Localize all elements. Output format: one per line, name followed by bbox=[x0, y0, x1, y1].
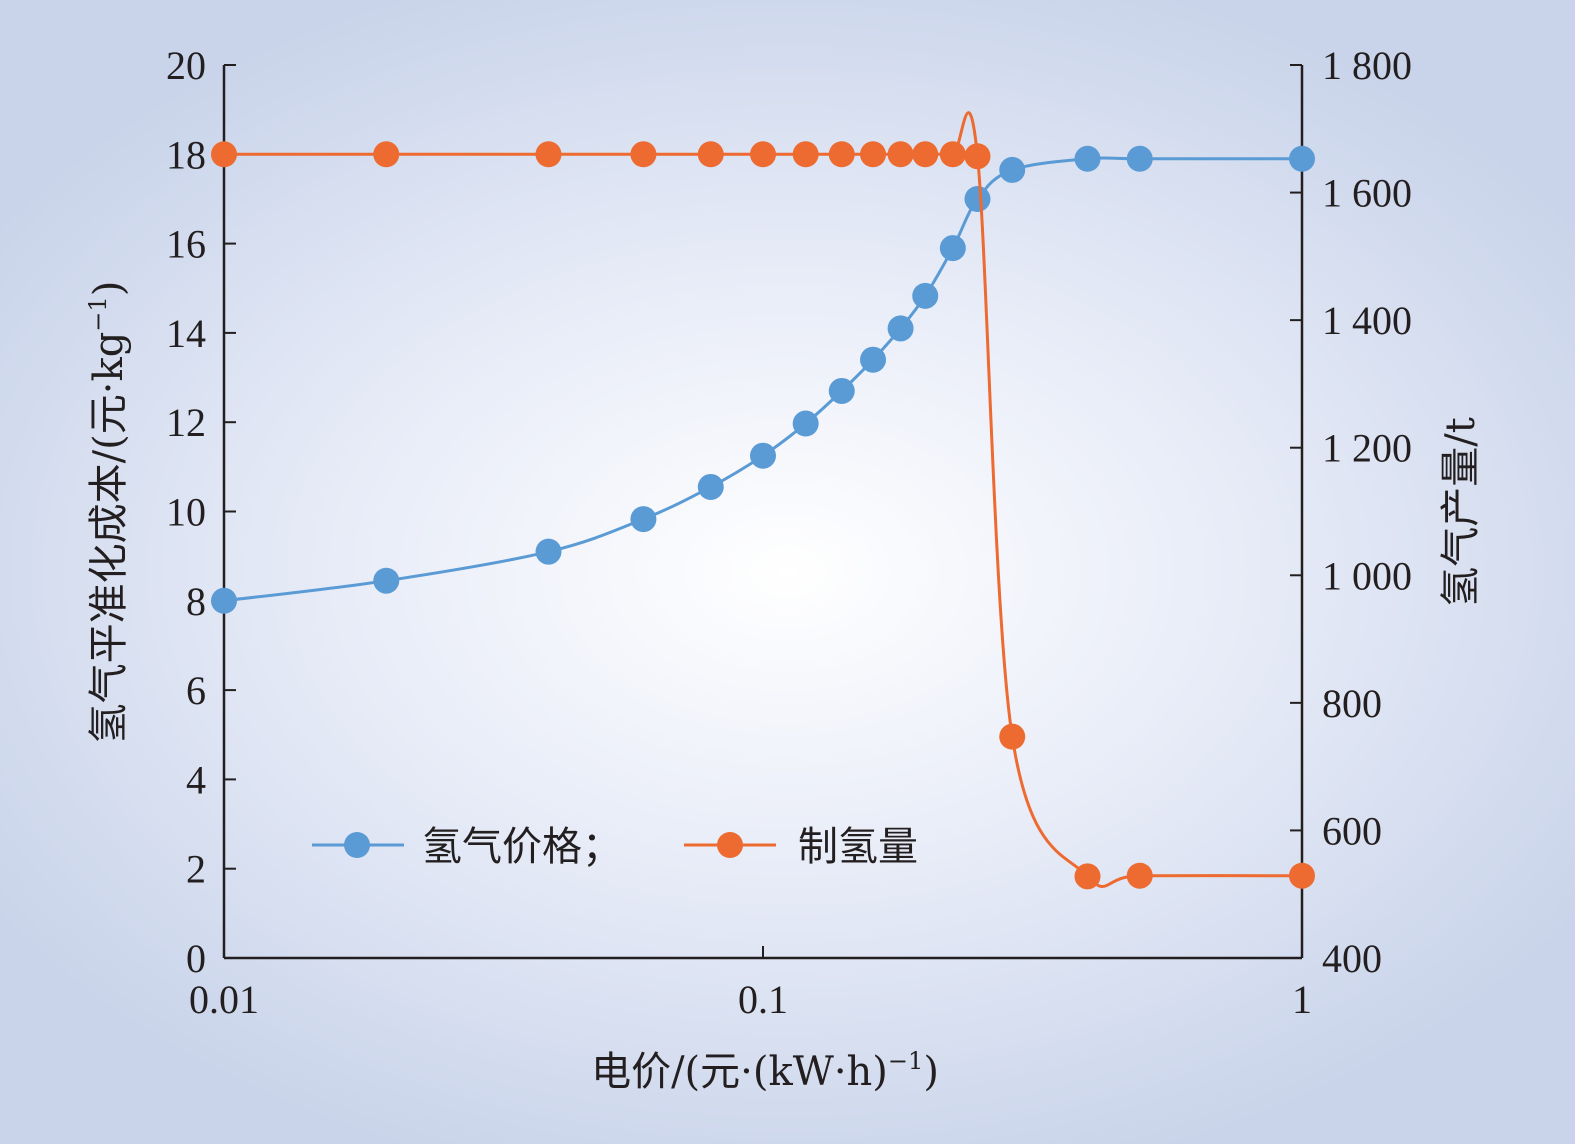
data-point-price bbox=[1126, 145, 1153, 172]
data-point-production bbox=[999, 723, 1026, 750]
left-y-tick-label: 18 bbox=[166, 132, 206, 177]
data-point-production bbox=[750, 141, 776, 168]
data-point-production bbox=[1074, 863, 1101, 890]
data-point-production bbox=[964, 143, 991, 170]
data-point-production bbox=[211, 141, 237, 168]
left-y-tick-label: 14 bbox=[166, 311, 206, 356]
data-point-price bbox=[1074, 145, 1101, 172]
data-point-price bbox=[630, 506, 657, 533]
left-y-tick-label: 20 bbox=[166, 43, 206, 88]
legend-marker-price bbox=[344, 832, 370, 858]
x-tick-label: 0.01 bbox=[189, 977, 259, 1022]
right-y-tick-label: 1 400 bbox=[1322, 298, 1412, 343]
data-point-price bbox=[750, 442, 776, 469]
right-y-tick-label: 1 000 bbox=[1322, 553, 1412, 598]
data-point-price bbox=[939, 235, 966, 262]
data-point-production bbox=[1289, 862, 1315, 889]
data-point-price bbox=[964, 185, 991, 212]
x-tick-label: 0.1 bbox=[738, 977, 788, 1022]
data-point-production bbox=[912, 141, 939, 168]
right-y-axis-title: 氢气产量/t bbox=[1438, 417, 1484, 607]
left-y-tick-label: 16 bbox=[166, 222, 206, 267]
data-point-price bbox=[828, 377, 855, 404]
left-y-tick-label: 10 bbox=[166, 490, 206, 535]
data-point-production bbox=[535, 141, 562, 168]
left-y-tick-label: 12 bbox=[166, 400, 206, 445]
data-point-price bbox=[211, 587, 237, 614]
data-point-price bbox=[535, 538, 562, 565]
data-point-production bbox=[792, 141, 819, 168]
x-axis-title: 电价/(元·(kW·h)−1) bbox=[591, 1047, 939, 1095]
data-point-production bbox=[887, 141, 914, 168]
data-point-production bbox=[828, 141, 855, 168]
legend-label-price: 氢气价格； bbox=[422, 824, 622, 870]
data-point-price bbox=[999, 156, 1026, 183]
series-layer bbox=[211, 111, 1315, 890]
data-point-production bbox=[697, 141, 724, 168]
left-y-tick-label: 2 bbox=[186, 847, 206, 892]
right-y-tick-label: 1 200 bbox=[1322, 426, 1412, 471]
right-y-tick-label: 800 bbox=[1322, 681, 1382, 726]
data-point-price bbox=[1289, 145, 1315, 172]
left-y-tick-label: 6 bbox=[186, 668, 206, 713]
data-point-production bbox=[1126, 862, 1153, 889]
right-y-tick-label: 600 bbox=[1322, 808, 1382, 853]
right-y-tick-label: 1 800 bbox=[1322, 43, 1412, 88]
axes bbox=[222, 65, 1304, 960]
legend: 氢气价格； 制氢量 bbox=[312, 824, 918, 870]
data-point-price bbox=[792, 410, 819, 437]
data-point-price bbox=[373, 567, 400, 594]
right-y-tick-label: 1 600 bbox=[1322, 171, 1412, 216]
data-point-price bbox=[887, 315, 914, 342]
data-point-price bbox=[697, 473, 724, 500]
series-line-price bbox=[223, 156, 1302, 603]
data-point-production bbox=[630, 141, 657, 168]
x-tick-label: 1 bbox=[1292, 977, 1312, 1022]
left-y-tick-label: 8 bbox=[186, 579, 206, 624]
data-point-production bbox=[373, 141, 400, 168]
data-point-production bbox=[860, 141, 887, 168]
series-line-production bbox=[224, 111, 1303, 888]
data-point-price bbox=[860, 346, 887, 373]
right-y-tick-label: 400 bbox=[1322, 936, 1382, 981]
data-point-production bbox=[939, 141, 966, 168]
left-y-tick-label: 0 bbox=[186, 936, 206, 981]
left-y-tick-label: 4 bbox=[186, 757, 206, 802]
legend-label-production: 制氢量 bbox=[798, 824, 918, 870]
legend-marker-production bbox=[717, 832, 743, 858]
left-y-axis-title: 氢气平准化成本/(元·kg−1) bbox=[84, 281, 132, 744]
data-point-price bbox=[912, 282, 939, 309]
